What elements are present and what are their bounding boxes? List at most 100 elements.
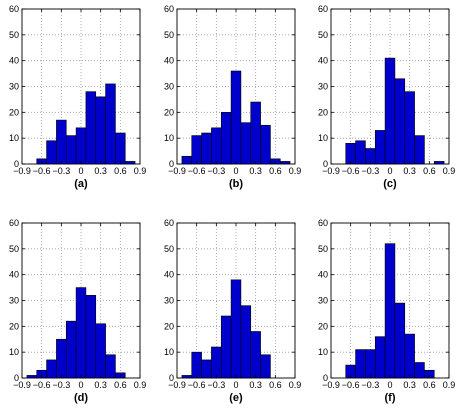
y-tick-label: 10 — [164, 347, 174, 357]
x-tick-label: −0.9 — [168, 380, 186, 390]
y-tick-label: 40 — [164, 56, 174, 66]
y-tick-label: 10 — [9, 347, 19, 357]
y-tick-label: 20 — [318, 107, 328, 117]
histogram-bar — [201, 359, 212, 379]
y-tick-label: 40 — [318, 56, 328, 66]
x-tick-label: −0.9 — [13, 380, 31, 390]
x-tick-label: −0.6 — [33, 166, 51, 176]
x-tick-label: 0.3 — [403, 380, 416, 390]
histogram-bar — [75, 287, 87, 379]
x-tick-label: −0.3 — [207, 380, 225, 390]
histogram-bar — [404, 333, 415, 379]
x-tick-label: 0.6 — [269, 380, 282, 390]
y-tick-label: 60 — [9, 4, 19, 14]
y-tick-label: 30 — [9, 82, 19, 92]
x-tick-label: 0 — [387, 166, 392, 176]
histogram-bar — [384, 57, 396, 165]
x-tick-label: 0 — [78, 166, 83, 176]
x-tick-label: 0.9 — [443, 380, 456, 390]
x-tick-label: 0.3 — [94, 380, 107, 390]
histogram-bar — [240, 305, 252, 379]
x-tick-label: 0.3 — [249, 380, 262, 390]
x-tick-label: 0.3 — [249, 166, 262, 176]
histogram-bar — [260, 354, 271, 379]
y-tick-label: 60 — [318, 218, 328, 228]
histogram-bar — [394, 302, 406, 379]
histogram-panel: −0.9 −0.6 −0.3 0 0.3 0.6 0.9 0 10 20 30 40 50 60 (f) — [318, 218, 455, 404]
x-tick-label: −0.9 — [13, 166, 31, 176]
y-tick-label: 50 — [164, 244, 174, 254]
histogram-bar — [365, 349, 376, 379]
panel-label: (c) — [383, 178, 397, 190]
y-tick-label: 60 — [164, 218, 174, 228]
x-tick-label: 0.9 — [443, 166, 456, 176]
y-tick-label: 20 — [164, 321, 174, 331]
y-tick-label: 20 — [9, 107, 19, 117]
y-tick-label: 10 — [318, 347, 328, 357]
y-tick-label: 0 — [14, 373, 19, 383]
y-tick-label: 30 — [164, 296, 174, 306]
x-tick-label: −0.6 — [342, 166, 360, 176]
histogram-bar — [355, 349, 366, 379]
histogram-bar — [65, 320, 77, 379]
y-tick-label: 0 — [323, 159, 328, 169]
histogram-bar — [105, 83, 116, 165]
histogram-bar — [211, 346, 222, 379]
histogram-bar — [191, 351, 202, 379]
histogram-bar — [374, 336, 386, 379]
y-tick-label: 50 — [318, 30, 328, 40]
y-tick-label: 40 — [164, 270, 174, 280]
histogram-bar — [260, 124, 271, 165]
x-tick-label: −0.3 — [361, 380, 379, 390]
x-tick-label: −0.3 — [361, 166, 379, 176]
x-tick-label: 0.3 — [94, 166, 107, 176]
histogram-panel: −0.9 −0.6 −0.3 0 0.3 0.6 0.9 0 10 20 30 40 50 60 (e) — [164, 218, 301, 404]
x-tick-label: −0.9 — [168, 166, 186, 176]
y-tick-label: 10 — [318, 133, 328, 143]
y-tick-label: 60 — [164, 4, 174, 14]
x-tick-label: −0.6 — [188, 166, 206, 176]
y-tick-label: 50 — [9, 244, 19, 254]
histogram-bar — [374, 130, 386, 165]
x-tick-label: 0 — [233, 380, 238, 390]
x-tick-label: 0.9 — [289, 380, 302, 390]
x-tick-label: 0 — [387, 380, 392, 390]
histogram-bar — [220, 112, 232, 165]
histogram-bar — [230, 70, 242, 165]
histogram-panel: −0.9 −0.6 −0.3 0 0.3 0.6 0.9 0 10 20 30 40 50 60 (c) — [318, 4, 455, 190]
y-tick-label: 50 — [318, 244, 328, 254]
histogram-panel: −0.9 −0.6 −0.3 0 0.3 0.6 0.9 0 10 20 30 40 50 60 (b) — [164, 4, 301, 190]
histogram-bar — [115, 132, 126, 165]
y-tick-label: 50 — [9, 30, 19, 40]
x-tick-label: 0.3 — [403, 166, 416, 176]
x-tick-label: 0 — [78, 380, 83, 390]
histogram-panel: −0.9 −0.6 −0.3 0 0.3 0.6 0.9 0 10 20 30 40 50 60 (d) — [9, 218, 146, 404]
y-tick-label: 0 — [14, 159, 19, 169]
x-tick-label: −0.6 — [33, 380, 51, 390]
histogram-bar — [211, 127, 222, 165]
y-tick-label: 40 — [9, 270, 19, 280]
x-tick-label: −0.3 — [52, 166, 70, 176]
histogram-bar — [414, 135, 425, 165]
histogram-bar — [181, 155, 193, 165]
x-tick-label: 0.6 — [423, 380, 436, 390]
histogram-bar — [250, 331, 261, 379]
x-tick-label: −0.3 — [52, 380, 70, 390]
y-tick-label: 60 — [318, 4, 328, 14]
y-tick-label: 30 — [164, 82, 174, 92]
histogram-bar — [105, 354, 116, 379]
histogram-bar — [85, 295, 97, 379]
x-tick-label: −0.6 — [342, 380, 360, 390]
x-tick-label: 0.6 — [114, 380, 127, 390]
x-tick-label: 0.6 — [269, 166, 282, 176]
y-tick-label: 10 — [9, 133, 19, 143]
y-tick-label: 40 — [318, 270, 328, 280]
histogram-bar — [384, 243, 396, 379]
histogram-panel: −0.9 −0.6 −0.3 0 0.3 0.6 0.9 0 10 20 30 40 50 60 (a) — [9, 4, 146, 190]
y-tick-label: 20 — [164, 107, 174, 117]
histogram-bar — [56, 338, 67, 379]
x-tick-label: 0 — [233, 166, 238, 176]
y-tick-label: 30 — [318, 296, 328, 306]
panel-label: (b) — [229, 178, 243, 190]
